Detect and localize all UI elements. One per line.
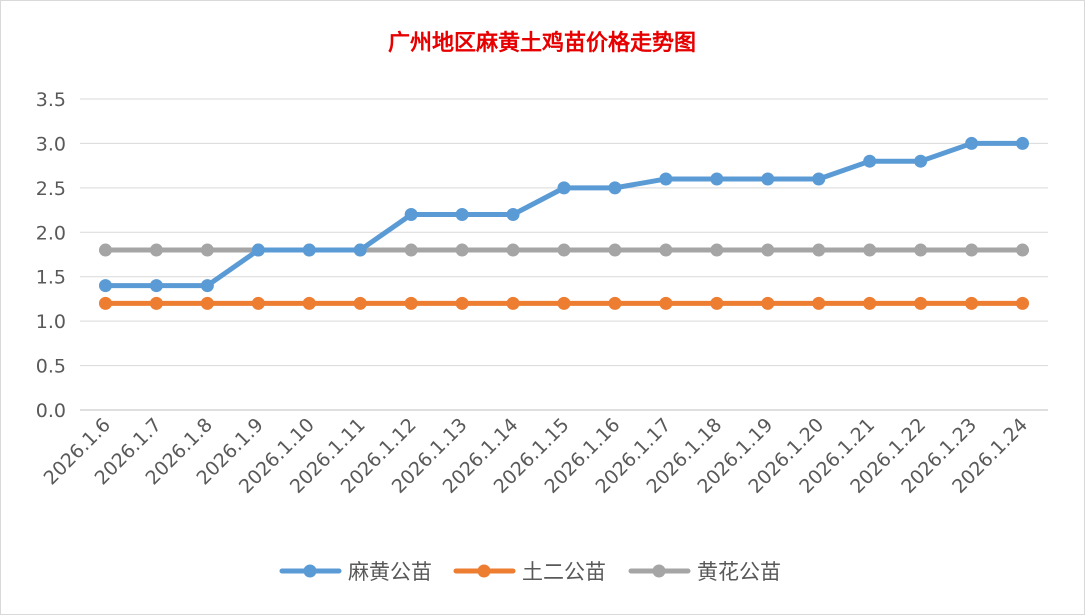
data-point: [812, 296, 826, 310]
data-point: [302, 296, 316, 310]
data-point: [353, 296, 367, 310]
data-point: [98, 279, 112, 293]
data-point: [557, 181, 571, 195]
data-point: [659, 296, 673, 310]
y-tick-label: 3.0: [36, 133, 66, 155]
data-point: [455, 296, 469, 310]
data-point: [608, 181, 622, 195]
series-line: [102, 140, 1026, 289]
data-point: [914, 243, 928, 257]
data-point: [965, 296, 979, 310]
y-tick-label: 1.0: [36, 311, 66, 333]
y-tick-label: 3.5: [36, 89, 66, 111]
data-point: [200, 279, 214, 293]
y-tick-label: 0.0: [36, 400, 66, 422]
data-point: [608, 243, 622, 257]
y-tick-label: 2.0: [36, 222, 66, 244]
data-point: [200, 296, 214, 310]
data-point: [659, 172, 673, 186]
legend: 麻黄公苗 土二公苗 黄花公苗: [279, 560, 781, 584]
data-point: [1016, 296, 1030, 310]
y-tick-label: 0.5: [36, 356, 66, 378]
data-point: [506, 243, 520, 257]
data-point: [965, 136, 979, 150]
legend-marker: [303, 564, 317, 578]
data-point: [761, 296, 775, 310]
data-point: [302, 243, 316, 257]
data-point: [557, 243, 571, 257]
data-point: [506, 208, 520, 222]
data-point: [404, 296, 418, 310]
legend-label: 土二公苗: [522, 560, 606, 584]
data-point: [863, 296, 877, 310]
data-point: [149, 279, 163, 293]
data-point: [98, 243, 112, 257]
y-axis-ticks: 0.0 0.5 1.0 1.5 2.0 2.5 3.0 3.5: [36, 89, 66, 422]
data-point: [404, 208, 418, 222]
data-point: [914, 154, 928, 168]
data-point: [1016, 136, 1030, 150]
series-lines: [98, 136, 1030, 310]
data-point: [353, 243, 367, 257]
data-point: [710, 296, 724, 310]
data-point: [812, 243, 826, 257]
data-point: [506, 296, 520, 310]
data-point: [455, 208, 469, 222]
data-point: [1016, 243, 1030, 257]
data-point: [149, 243, 163, 257]
x-axis-ticks: 2026.1.62026.1.72026.1.82026.1.92026.1.1…: [40, 414, 1032, 498]
data-point: [710, 243, 724, 257]
data-point: [863, 243, 877, 257]
data-point: [812, 172, 826, 186]
legend-label: 黄花公苗: [697, 560, 781, 584]
y-tick-label: 2.5: [36, 178, 66, 200]
data-point: [761, 172, 775, 186]
data-point: [761, 243, 775, 257]
legend-label: 麻黄公苗: [348, 560, 432, 584]
data-point: [710, 172, 724, 186]
legend-marker: [652, 564, 666, 578]
data-point: [251, 243, 265, 257]
data-point: [251, 296, 265, 310]
data-point: [455, 243, 469, 257]
data-point: [149, 296, 163, 310]
data-point: [200, 243, 214, 257]
data-point: [863, 154, 877, 168]
data-point: [608, 296, 622, 310]
legend-marker: [477, 564, 491, 578]
data-point: [965, 243, 979, 257]
data-point: [659, 243, 673, 257]
data-point: [98, 296, 112, 310]
y-tick-label: 1.5: [36, 267, 66, 289]
chart-title: 广州地区麻黄土鸡苗价格走势图: [388, 30, 696, 56]
data-point: [914, 296, 928, 310]
data-point: [404, 243, 418, 257]
data-point: [557, 296, 571, 310]
